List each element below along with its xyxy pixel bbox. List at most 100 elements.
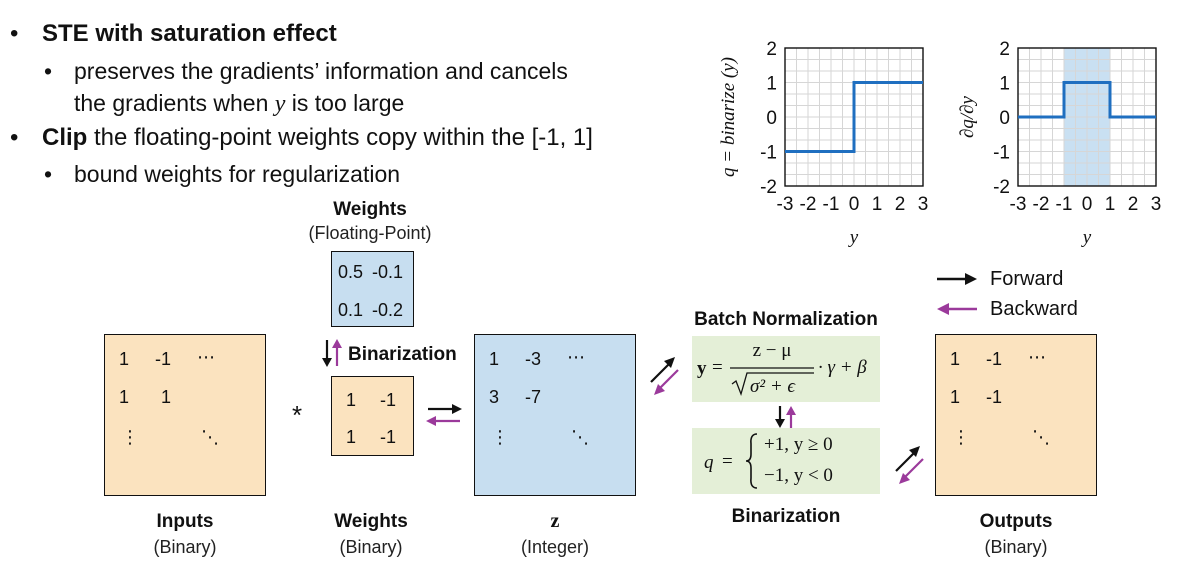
forward-backward-arrows	[895, 446, 924, 484]
case-brace	[745, 433, 758, 489]
legend-forward-label: Forward	[990, 268, 1064, 290]
legend-backward-label: Backward	[990, 298, 1078, 320]
outputs-title: Outputs	[979, 511, 1053, 532]
weights-binary-subtitle: (Binary)	[339, 537, 403, 557]
binarization-arrows	[322, 339, 342, 367]
convolution-operator: *	[292, 400, 303, 430]
forward-backward-arrows	[650, 357, 679, 395]
matrix-cell: 1	[346, 427, 357, 447]
matrix-cell: ⋱	[571, 427, 589, 447]
matrix-cell: -1	[986, 387, 1003, 407]
matrix-cell: ⋱	[1032, 427, 1050, 447]
binarize-plot: 210-1-2 -3 -2 -1 0 1 2 3 y q = binarize (y)	[718, 39, 929, 248]
matrix-cell: -0.1	[372, 262, 404, 282]
case-positive: +1, y ≥ 0	[764, 434, 833, 455]
weights-fp-matrix: 0.5 -0.1 0.1 -0.2	[331, 251, 414, 327]
binarization-label: Binarization	[348, 344, 457, 365]
matrix-cell: 1	[346, 390, 357, 410]
bullet-2: • Clip the floating-point weights copy w…	[10, 124, 593, 152]
case-negative: −1, y < 0	[764, 465, 833, 486]
bullet-dot: •	[10, 20, 19, 47]
bullet-1: • STE with saturation effect	[10, 20, 337, 48]
matrix-cell: ⋮	[121, 427, 139, 447]
sqrt-sign	[730, 367, 814, 397]
y-tick-label: 0	[999, 108, 1010, 129]
plot-xlabel: y	[1081, 227, 1092, 248]
weights-fp-subtitle: (Floating-Point)	[308, 223, 432, 243]
matrix-cell: -3	[525, 349, 542, 369]
matrix-cell: 1	[161, 387, 172, 407]
plot-xlabel: y	[848, 227, 859, 248]
matrix-cell: ⋯	[197, 347, 215, 367]
matrix-cell: 1	[950, 349, 961, 369]
x-tick-label: -2	[1033, 194, 1050, 215]
y-tick-label: 2	[766, 39, 777, 60]
y-tick-label: -1	[760, 143, 777, 164]
bullet-dot: •	[10, 124, 19, 151]
x-tick-label: 0	[1082, 194, 1093, 215]
matrix-cell: 0.1	[338, 300, 364, 320]
x-tick-label: -1	[823, 194, 840, 215]
matrix-cell: ⋮	[952, 427, 970, 447]
x-tick-label: -2	[800, 194, 817, 215]
x-tick-label: 1	[872, 194, 883, 215]
legend-arrows	[937, 273, 977, 315]
x-tick-label: 0	[849, 194, 860, 215]
z-subtitle: (Integer)	[520, 537, 590, 557]
plot-ylabel: q = binarize (y)	[718, 57, 739, 177]
matrix-cell: ⋯	[567, 347, 585, 367]
bullet-2-sub-text: bound weights for regularization	[74, 161, 401, 187]
inputs-matrix: 1 -1 ⋯ 1 1 ⋮ ⋱	[104, 334, 266, 496]
matrix-cell: -7	[525, 387, 542, 407]
matrix-cell: -1	[986, 349, 1003, 369]
plot-frame	[784, 47, 924, 187]
weights-binary-title: Weights	[334, 511, 408, 532]
bullet-dot: •	[44, 58, 53, 84]
matrix-cell: 1	[119, 349, 130, 369]
forward-backward-arrows	[775, 406, 796, 428]
plot-ylabel: ∂q/∂y	[957, 95, 978, 138]
x-tick-label: 2	[895, 194, 906, 215]
bullet-1-sub-line2: the gradients when y is too large	[74, 90, 405, 117]
z-matrix: 1 -3 ⋯ 3 -7 ⋮ ⋱	[474, 334, 636, 496]
gradient-plot: 210-1-2 -3 -2 -1 0 1 2 3 y ∂q/∂y	[957, 39, 1162, 248]
weights-binary-matrix: 1 -1 1 -1	[331, 376, 414, 456]
matrix-cell: 0.5	[338, 262, 364, 282]
inputs-title: Inputs	[156, 511, 214, 532]
x-tick-label: 3	[918, 194, 929, 215]
outputs-subtitle: (Binary)	[984, 537, 1048, 557]
binarize-step-line	[785, 81, 923, 153]
bullet-1-sub: • preserves the gradients’ information a…	[44, 58, 568, 85]
matrix-cell: 1	[119, 387, 130, 407]
y-tick-label: -2	[760, 177, 777, 198]
y-tick-label: -1	[993, 143, 1010, 164]
bullet-2-sub: • bound weights for regularization	[44, 161, 401, 188]
bullet-2-bold: Clip	[42, 124, 88, 151]
matrix-cell: -0.2	[372, 300, 404, 320]
x-tick-label: -3	[1010, 194, 1027, 215]
var-y: y	[274, 91, 286, 117]
matrix-cell: ⋯	[1028, 347, 1046, 367]
binarize-equation: q = +1, y ≥ 0 −1, y < 0	[692, 428, 880, 494]
x-tick-label: -3	[777, 194, 794, 215]
x-tick-label: 2	[1128, 194, 1139, 215]
matrix-cell: -1	[380, 427, 397, 447]
x-tick-label: 3	[1151, 194, 1162, 215]
y-tick-label: 2	[999, 39, 1010, 60]
batchnorm-equation: y = z − μ σ² + ϵ · γ + β	[692, 336, 880, 402]
matrix-cell: ⋮	[491, 427, 509, 447]
forward-backward-arrows	[426, 404, 462, 426]
bullet-1-text: STE with saturation effect	[42, 20, 337, 47]
bullet-1-sub-line1: preserves the gradients’ information and…	[74, 58, 568, 84]
batchnorm-title: Batch Normalization	[694, 309, 878, 330]
bn-denominator: σ² + ϵ	[750, 376, 796, 397]
matrix-cell: 1	[950, 387, 961, 407]
bullet-dot: •	[44, 161, 53, 187]
matrix-cell: -1	[155, 349, 172, 369]
matrix-cell: 3	[489, 387, 500, 407]
matrix-cell: 1	[489, 349, 500, 369]
matrix-cell: ⋱	[201, 427, 219, 447]
y-tick-label: 0	[766, 108, 777, 129]
y-tick-label: -2	[993, 177, 1010, 198]
outputs-matrix: 1 -1 ⋯ 1 -1 ⋮ ⋱	[935, 334, 1097, 496]
